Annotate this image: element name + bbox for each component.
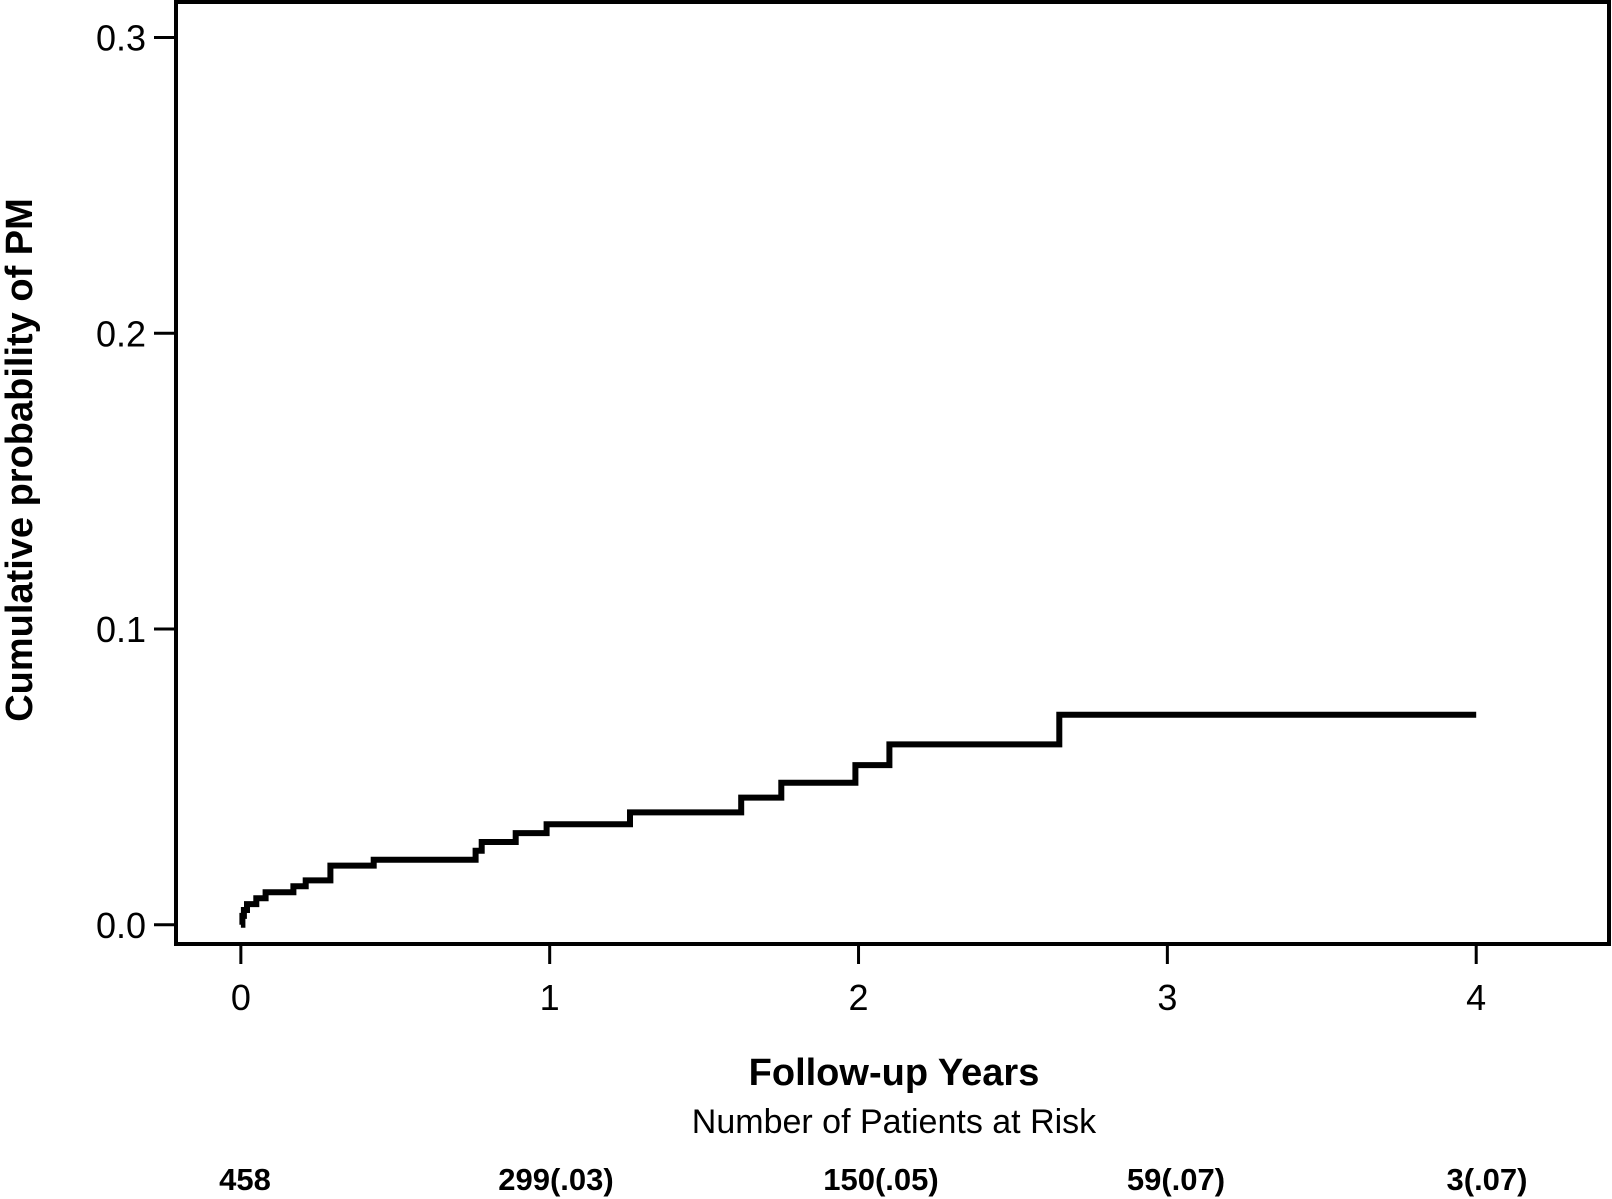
risk-value-year-0: 458 [219, 1162, 271, 1197]
y-tick-label: 0.0 [96, 905, 146, 946]
y-axis-title: Cumulative probability of PM [0, 198, 41, 722]
x-tick-label: 2 [849, 977, 869, 1018]
y-tick-label: 0.3 [96, 17, 146, 58]
x-tick-label: 4 [1466, 977, 1486, 1018]
y-tick-label: 0.1 [96, 609, 146, 650]
risk-value-year-2: 150(.05) [823, 1162, 938, 1197]
x-axis-title: Follow-up Years [749, 1052, 1040, 1094]
cumulative-probability-step-line [239, 711, 1477, 928]
risk-value-year-3: 59(.07) [1127, 1162, 1225, 1197]
y-axis-ticks: 0.0 0.1 0.2 0.3 [96, 17, 176, 946]
x-tick-label: 3 [1157, 977, 1177, 1018]
x-tick-label: 0 [231, 977, 251, 1018]
risk-value-year-4: 3(.07) [1447, 1162, 1528, 1197]
risk-value-year-1: 299(.03) [498, 1162, 613, 1197]
y-tick-label: 0.2 [96, 313, 146, 354]
x-tick-label: 1 [540, 977, 560, 1018]
x-axis-ticks: 0 1 2 3 4 [231, 944, 1486, 1018]
plot-area-frame [174, 0, 1611, 946]
risk-table-title: Number of Patients at Risk [692, 1103, 1097, 1141]
